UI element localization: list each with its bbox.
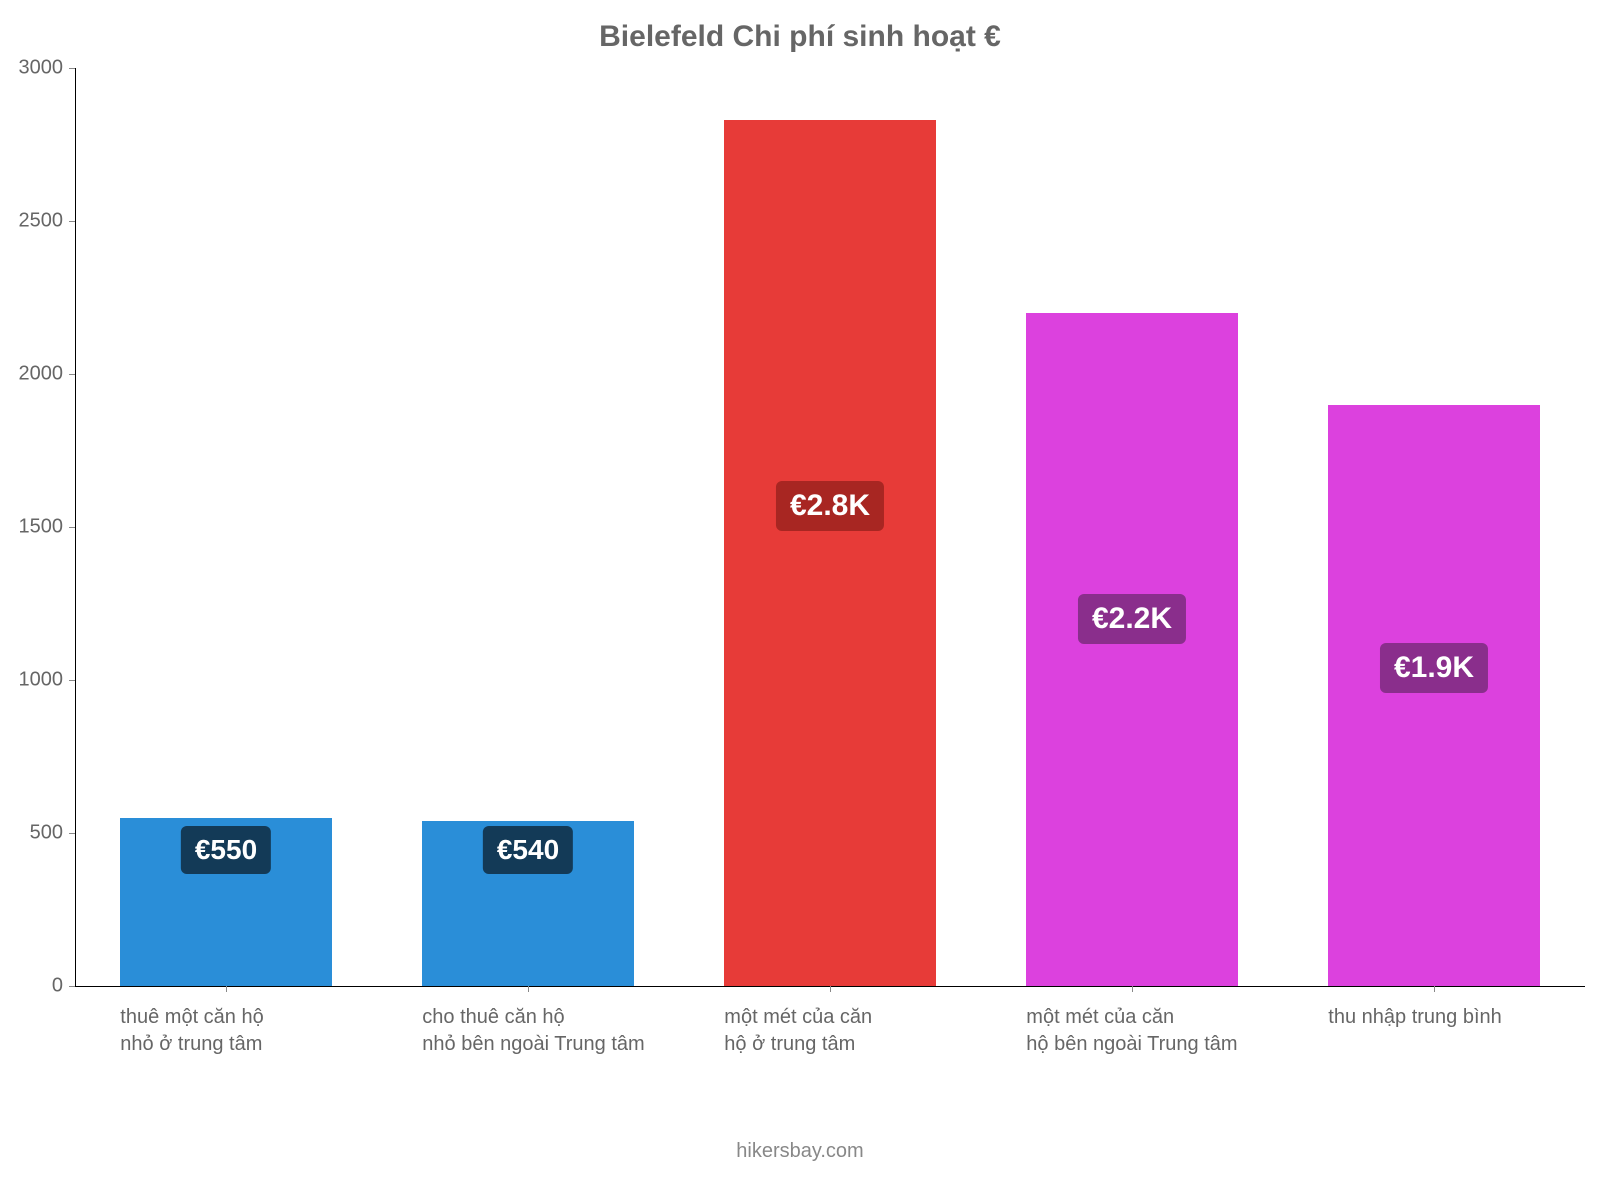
y-tick-label: 0 [0,975,63,998]
y-tick-label: 2500 [0,210,63,233]
x-tick-label: một mét của căn hộ bên ngoài Trung tâm [1026,1004,1328,1058]
x-tick [528,986,529,992]
chart-footer: hikersbay.com [0,1140,1600,1163]
bar-value-label: €540 [483,826,573,874]
bar-value-label: €2.2K [1078,594,1186,644]
y-tick [69,986,75,987]
y-tick-label: 500 [0,822,63,845]
y-tick [69,527,75,528]
y-tick [69,680,75,681]
bar [1026,313,1237,986]
x-tick [830,986,831,992]
plot-area: 050010001500200025003000€550thuê một căn… [75,68,1585,986]
x-tick [1132,986,1133,992]
y-tick-label: 3000 [0,57,63,80]
y-tick-label: 1000 [0,669,63,692]
x-tick-label: thu nhập trung bình [1328,1004,1600,1031]
y-tick-label: 2000 [0,363,63,386]
x-tick [226,986,227,992]
y-tick [69,68,75,69]
x-tick-label: một mét của căn hộ ở trung tâm [724,1004,1026,1058]
bar-value-label: €2.8K [776,481,884,531]
chart-title: Bielefeld Chi phí sinh hoạt € [0,20,1600,54]
x-tick-label: thuê một căn hộ nhỏ ở trung tâm [120,1004,422,1058]
y-tick [69,221,75,222]
bar-value-label: €1.9K [1380,643,1488,693]
x-tick [1434,986,1435,992]
y-tick-label: 1500 [0,516,63,539]
y-axis [75,68,76,986]
bar [724,120,935,986]
cost-of-living-chart: Bielefeld Chi phí sinh hoạt € 0500100015… [0,0,1600,1200]
x-tick-label: cho thuê căn hộ nhỏ bên ngoài Trung tâm [422,1004,724,1058]
bar [1328,405,1539,986]
y-tick [69,374,75,375]
bar-value-label: €550 [181,826,271,874]
y-tick [69,833,75,834]
